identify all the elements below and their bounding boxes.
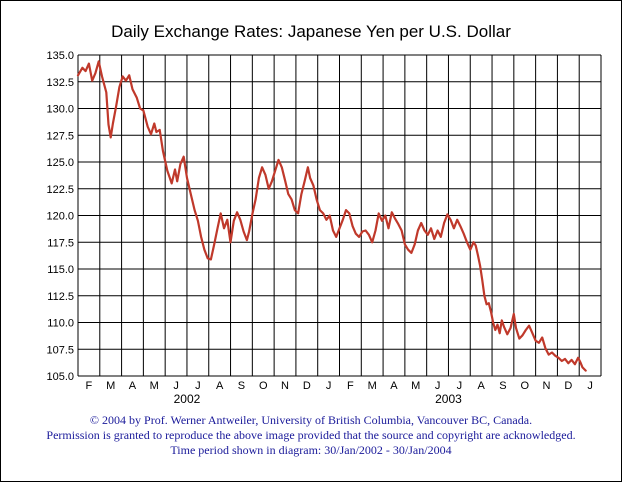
y-tick-label: 117.5 bbox=[47, 237, 74, 249]
month-tick-label: O bbox=[259, 380, 268, 392]
y-tick-label: 125.0 bbox=[46, 157, 74, 169]
month-tick-label: S bbox=[238, 380, 245, 392]
chart-title: Daily Exchange Rates: Japanese Yen per U… bbox=[111, 22, 511, 41]
month-tick-label: A bbox=[216, 380, 224, 392]
permission-text: Permission is granted to reproduce the a… bbox=[46, 428, 576, 442]
month-tick-label: F bbox=[86, 380, 93, 392]
y-tick-label: 105.0 bbox=[46, 371, 74, 383]
month-tick-label: O bbox=[520, 380, 529, 392]
y-tick-label: 122.5 bbox=[46, 184, 74, 196]
month-tick-label: J bbox=[457, 380, 463, 392]
copyright-text: © 2004 by Prof. Werner Antweiler, Univer… bbox=[89, 413, 533, 427]
month-tick-label: M bbox=[106, 380, 115, 392]
y-tick-label: 115.0 bbox=[47, 264, 74, 276]
y-tick-label: 130.0 bbox=[46, 104, 74, 116]
month-tick-label: M bbox=[368, 380, 377, 392]
month-tick-label: M bbox=[150, 380, 159, 392]
exchange-rate-line bbox=[76, 60, 587, 372]
series-layer bbox=[76, 60, 587, 372]
month-tick-label: D bbox=[303, 380, 311, 392]
y-tick-label: 112.5 bbox=[47, 291, 74, 303]
month-tick-label: S bbox=[499, 380, 506, 392]
y-tick-label: 127.5 bbox=[46, 130, 74, 142]
exchange-rate-chart: 105.0 107.5 110.0 112.5 115.0 117.5 120.0 122.5… bbox=[46, 50, 602, 406]
month-tick-label: J bbox=[326, 380, 332, 392]
month-tick-label: N bbox=[543, 380, 551, 392]
y-tick-label: 120.0 bbox=[46, 211, 74, 223]
month-tick-label: J bbox=[587, 380, 593, 392]
month-tick-label: A bbox=[390, 380, 398, 392]
credits-block: © 2004 by Prof. Werner Antweiler, Univer… bbox=[0, 413, 622, 458]
month-tick-label: D bbox=[564, 380, 572, 392]
month-tick-label: M bbox=[411, 380, 420, 392]
year-label: 2003 bbox=[435, 392, 462, 406]
month-tick-label: J bbox=[435, 380, 441, 392]
year-label: 2002 bbox=[174, 392, 201, 406]
month-tick-label: A bbox=[129, 380, 137, 392]
month-tick-label: J bbox=[195, 380, 201, 392]
month-tick-label: J bbox=[173, 380, 179, 392]
grid-layer bbox=[77, 54, 602, 377]
month-tick-label: F bbox=[347, 380, 354, 392]
y-tick-label: 132.5 bbox=[46, 77, 74, 89]
y-tick-label: 110.0 bbox=[47, 318, 74, 330]
y-tick-label: 107.5 bbox=[46, 344, 74, 356]
time-period-text: Time period shown in diagram: 30/Jan/200… bbox=[170, 443, 452, 457]
y-tick-labels: 105.0 107.5 110.0 112.5 115.0 117.5 120.0 122.5… bbox=[46, 50, 74, 383]
month-tick-label: N bbox=[281, 380, 289, 392]
month-tick-label: A bbox=[477, 380, 485, 392]
y-tick-label: 135.0 bbox=[46, 50, 74, 62]
